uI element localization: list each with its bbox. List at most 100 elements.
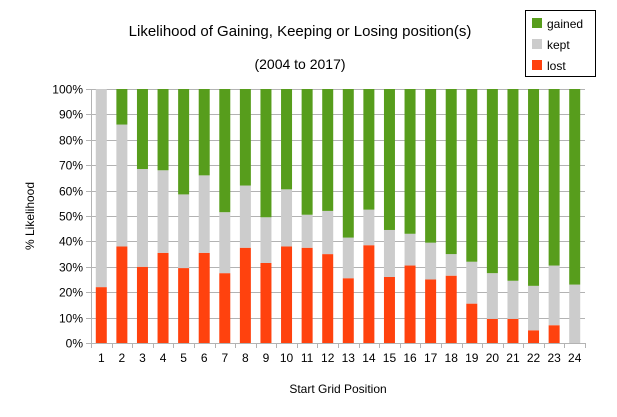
y-tick-label: 100% <box>52 83 83 97</box>
x-tick-label: 20 <box>486 351 500 365</box>
bar-lost <box>445 275 457 343</box>
bar-gained <box>466 89 478 262</box>
bar-kept <box>219 212 231 274</box>
y-tick-label: 60% <box>59 185 83 199</box>
bar-gained <box>219 89 231 213</box>
bar-gained <box>136 89 148 170</box>
y-tick-label: 20% <box>59 286 83 300</box>
bar-lost <box>239 247 251 343</box>
bar-kept <box>425 242 437 280</box>
bar-lost <box>404 265 416 343</box>
bar-lost <box>507 318 519 343</box>
bar-kept <box>548 265 560 326</box>
bar-lost <box>322 254 334 343</box>
chart-title: Likelihood of Gaining, Keeping or Losing… <box>129 23 472 40</box>
bar-kept <box>116 124 128 247</box>
bar-kept <box>178 194 190 269</box>
bar-kept <box>281 189 293 247</box>
bar-gained <box>548 89 560 266</box>
x-tick-label: 2 <box>119 351 126 365</box>
bar-lost <box>301 247 313 343</box>
bar-gained <box>281 89 293 190</box>
legend-swatch-kept <box>532 39 542 49</box>
x-tick-label: 10 <box>280 351 294 365</box>
legend: gained kept lost <box>525 10 596 77</box>
y-axis-label: % Likelihood <box>23 182 37 250</box>
bars <box>95 89 581 343</box>
legend-label-lost: lost <box>547 59 566 73</box>
bar-gained <box>198 89 210 176</box>
bar-lost <box>486 318 498 343</box>
bar-lost <box>116 246 128 343</box>
axes: 0%10%20%30%40%50%60%70%80%90%100%1 2 3 4 5 6 7… <box>52 83 586 365</box>
bar-gained <box>157 89 169 171</box>
x-tick-label: 19 <box>465 351 479 365</box>
bar-kept <box>569 284 581 343</box>
bar-gained <box>404 89 416 234</box>
bar-gained <box>425 89 437 243</box>
x-tick-label: 23 <box>547 351 561 365</box>
bar-kept <box>198 175 210 253</box>
bar-kept <box>342 237 354 279</box>
bar-kept <box>322 210 334 255</box>
bar-lost <box>219 273 231 343</box>
bar-kept <box>486 273 498 319</box>
x-tick-label: 17 <box>424 351 438 365</box>
x-tick-label: 11 <box>301 351 314 365</box>
bar-lost <box>528 330 540 343</box>
chart-subtitle: (2004 to 2017) <box>254 56 345 72</box>
bar-kept <box>136 169 148 267</box>
legend-swatch-lost <box>532 60 542 70</box>
bar-gained <box>322 89 334 211</box>
bar-kept <box>445 254 457 276</box>
bar-kept <box>528 285 540 331</box>
x-tick-label: 22 <box>527 351 541 365</box>
bar-gained <box>445 89 457 255</box>
x-tick-label: 15 <box>383 351 397 365</box>
bar-gained <box>239 89 251 186</box>
bar-kept <box>239 185 251 248</box>
bar-gained <box>116 89 128 125</box>
bar-kept <box>404 233 416 266</box>
y-tick-label: 70% <box>59 159 83 173</box>
bar-lost <box>136 266 148 343</box>
bar-lost <box>342 278 354 343</box>
bar-kept <box>95 89 107 288</box>
x-tick-label: 24 <box>568 351 582 365</box>
x-tick-label: 7 <box>221 351 228 365</box>
bar-lost <box>466 303 478 343</box>
bar-lost <box>281 246 293 343</box>
legend-label-kept: kept <box>547 38 570 52</box>
bar-kept <box>466 261 478 304</box>
x-tick-label: 18 <box>445 351 459 365</box>
x-tick-label: 21 <box>506 351 520 365</box>
y-tick-label: 40% <box>59 235 83 249</box>
bar-gained <box>301 89 313 215</box>
x-tick-label: 9 <box>263 351 270 365</box>
bar-kept <box>383 229 395 277</box>
y-tick-label: 90% <box>59 108 83 122</box>
bar-gained <box>486 89 498 274</box>
bar-kept <box>157 170 169 253</box>
y-tick-label: 50% <box>59 210 83 224</box>
gridlines <box>86 89 585 344</box>
x-tick-label: 5 <box>180 351 187 365</box>
bar-gained <box>507 89 519 281</box>
bar-gained <box>363 89 375 210</box>
bar-kept <box>260 217 272 263</box>
x-tick-label: 13 <box>342 351 356 365</box>
bar-lost <box>383 276 395 343</box>
bar-kept <box>363 209 375 246</box>
x-tick-label: 8 <box>242 351 249 365</box>
bar-lost <box>157 252 169 343</box>
bar-kept <box>507 280 519 319</box>
legend-label-gained: gained <box>547 17 583 31</box>
x-tick-label: 14 <box>362 351 376 365</box>
x-tick-label: 16 <box>403 351 417 365</box>
bar-lost <box>260 262 272 343</box>
bar-lost <box>425 279 437 343</box>
x-tick-label: 3 <box>139 351 146 365</box>
legend-swatch-gained <box>532 18 542 28</box>
